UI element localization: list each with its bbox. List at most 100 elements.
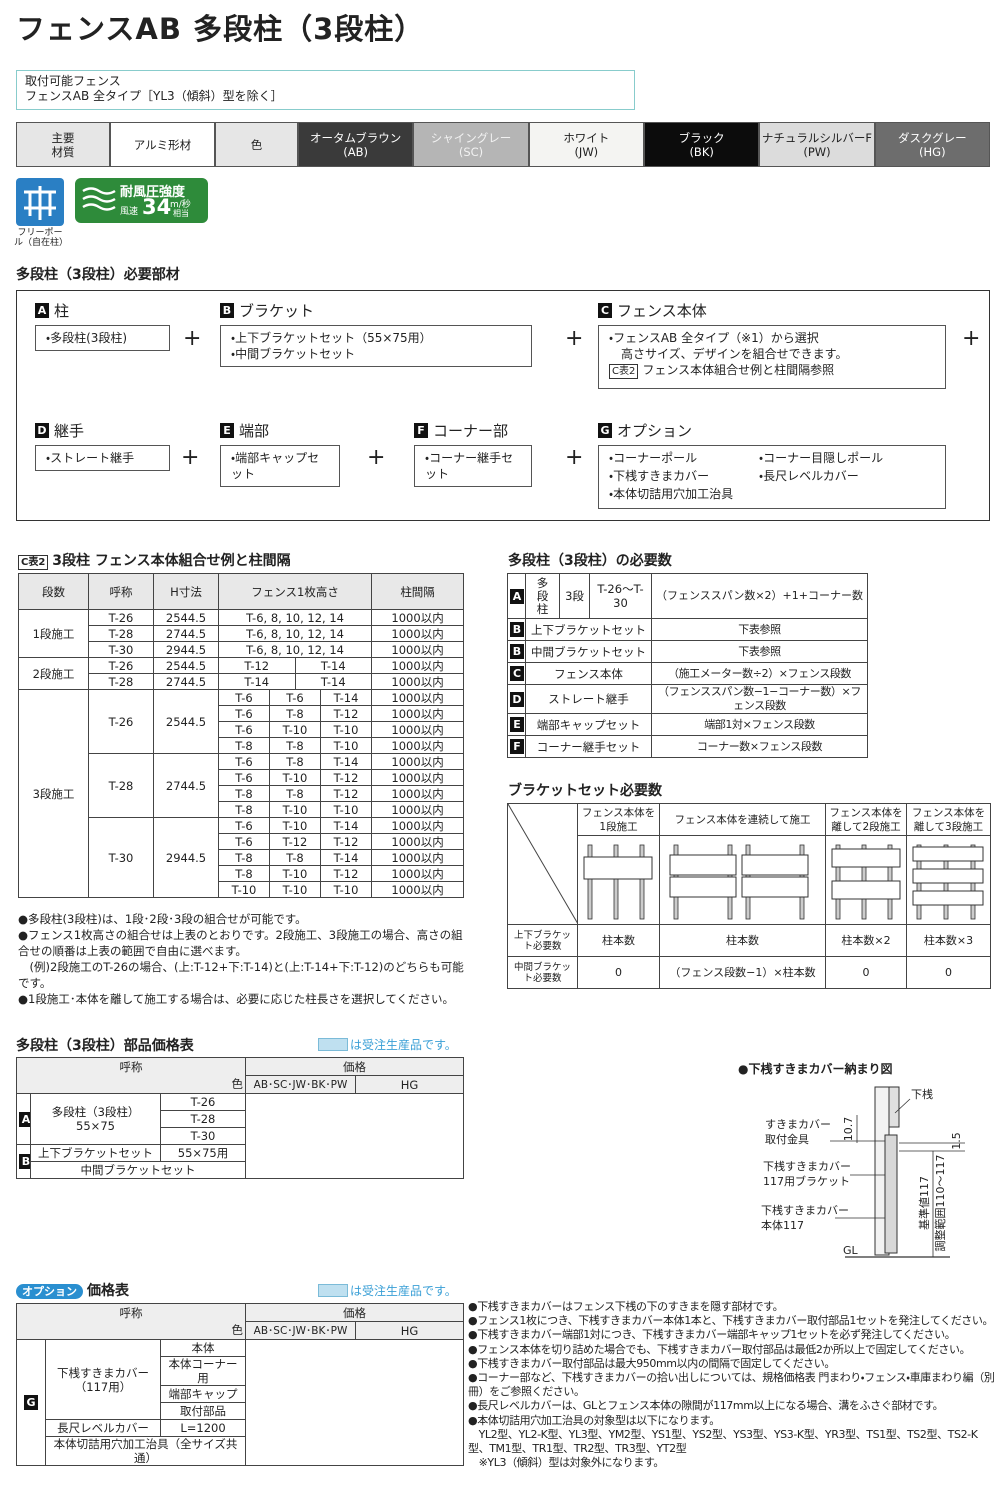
drawing-post [639, 844, 645, 920]
stage-label: 3段施工 [18, 689, 89, 898]
column-header: フェンス本体を連続して施工 [659, 802, 826, 837]
corner-cell [507, 803, 578, 925]
drawing-panel [669, 854, 737, 876]
drawing-cell [659, 835, 826, 925]
quantity: 下表参照 [651, 618, 868, 641]
fence-height: T-6 [218, 721, 270, 738]
drawing-row [508, 835, 991, 925]
post-height: 2544.5 [153, 609, 219, 626]
fence-drawing [831, 844, 901, 920]
part-heading: F コーナー部 [414, 420, 508, 441]
fence-height: T-10 [218, 881, 270, 898]
option-price-table: 呼称 価格色 AB･SC･JW･BK･PW HG G 下桟すきまカバー（117用） 本体 本体… [15, 1303, 465, 1466]
part-name: ブラケット [239, 302, 315, 320]
part-box: ・コーナー継手セット [414, 445, 532, 487]
size: 本体 [159, 1339, 247, 1357]
note: (例)2段施工のT-26の場合、(上:T-12+下:T-14)と(上:T-14+… [18, 960, 464, 990]
table-row: 本体切詰用穴加工治具（全サイズ共通） [17, 1436, 464, 1466]
cell: （フェンス段数−1）×柱本数 [659, 956, 826, 989]
color-name: ナチュラルシルバーF [761, 130, 873, 145]
part-box: ・多段柱(3段柱) [35, 325, 170, 351]
part-name: 中間ブラケットセット [29, 1161, 247, 1179]
table-row: T-10 T-10 T-10 1000以内 [19, 881, 465, 898]
letter-cell: B [507, 618, 526, 641]
table-row: 端部キャップ [17, 1385, 464, 1403]
size: 55×75用 [159, 1144, 247, 1162]
note: YL2型、YL2-K型、YL3型、YM2型、YS1型、YS2型、YS3型、YS3… [468, 1427, 978, 1456]
note-swatch [318, 1284, 348, 1297]
rail-label: 下桟 [911, 1087, 933, 1101]
drawing-cell [577, 835, 660, 925]
color-cell: ホワイト (JW) [528, 122, 644, 167]
fence-drawing [912, 844, 984, 920]
body-label: 本体117 [761, 1218, 804, 1232]
part-name: フェンス本体 [617, 302, 707, 320]
fence-height: T-8 [269, 785, 321, 802]
fence-height: T-12 [269, 833, 321, 850]
table-row: 中間ブラケットセット [17, 1161, 464, 1179]
fence-height: T-10 [269, 817, 321, 834]
part-name: 上下ブラケットセット [30, 1144, 161, 1162]
drawing-panel [831, 880, 901, 900]
section-title: 多段柱（3段柱）部品価格表 [16, 1038, 194, 1054]
wind-line [82, 187, 116, 195]
quantity: （施工メーター数÷2）×フェンス段数 [651, 662, 868, 685]
price-group: AB･SC･JW･BK･PW [245, 1321, 357, 1340]
post-height: 2944.5 [153, 817, 219, 898]
name-header: 呼称 [15, 1057, 247, 1076]
table-row: T-28 2744.5 T-6, 8, 10, 12, 14 1000以内 [19, 625, 465, 642]
table-row: D ストレート継手 （フェンススパン数−1−コーナー数）×フェンス段数 [507, 684, 868, 714]
part-heading: B ブラケット [220, 300, 314, 321]
part-item: ・コーナー目隠しポール [759, 451, 884, 465]
dim-label: 1.5 [950, 1132, 963, 1150]
post-spacing: 1000以内 [371, 785, 465, 802]
fence-height: T-6, 8, 10, 12, 14 [217, 609, 373, 626]
fence-height: T-8 [218, 785, 270, 802]
diagram-title: ●下桟すきまカバー納まり図 [738, 1062, 893, 1076]
fence-height: T-6 [218, 689, 270, 706]
part-name: ストレート継手 [525, 684, 652, 714]
fence-height: T-6 [218, 705, 270, 722]
color-cell: オータムブラウン (AB) [298, 122, 414, 167]
part-item: 高さサイズ、デザインを組合せできます。 [609, 347, 848, 361]
post-spacing: 1000以内 [371, 849, 465, 866]
column-header: フェンス1枚高さ [217, 573, 373, 610]
post-spacing: 1000以内 [371, 833, 465, 850]
price-header: 価格 [245, 1303, 465, 1322]
note: ●下桟すきまカバーはフェンス下桟の下のすきまを隠す部材です。 [468, 1300, 784, 1313]
fence-height: T-14 [294, 657, 373, 674]
quantity-table: A 多段柱 3段 T-26～T-30 （フェンススパン数×2）+1+コーナー数 B 上下ブラ… [507, 573, 868, 758]
post-name: T-30 [88, 641, 154, 658]
post-spacing: 1000以内 [371, 753, 465, 770]
fitting-label: すきまカバー [765, 1118, 831, 1131]
post-spacing: 1000以内 [371, 817, 465, 834]
table-row: C フェンス本体 （施工メーター数÷2）×フェンス段数 [507, 662, 868, 685]
gl-label: GL [843, 1244, 859, 1257]
part-name: 継手 [54, 422, 85, 440]
note-text: は受注生産品です。 [350, 1284, 457, 1298]
part-name: フェンス本体 [525, 662, 652, 685]
post-spacing: 1000以内 [371, 865, 465, 882]
rail [888, 1086, 900, 1128]
fence-height: T-8 [269, 705, 321, 722]
color-name: ダスクグレー [898, 130, 967, 145]
part-box: ・フェンスAB 全タイプ（※1）から選択 高さサイズ、デザインを組合せできます。… [598, 325, 946, 389]
note: ●本体切詰用穴加工治具の対象型は以下になります。 [468, 1413, 720, 1427]
note: ●フェンス本体を切り詰めた場合でも、下桟すきまカバー取付部品は最低2か所以上で固… [468, 1342, 971, 1356]
material-cell: 主要材質 [16, 122, 110, 167]
fence-height: T-6 [218, 833, 270, 850]
cell: （フェンススパン数×2）+1+コーナー数 [651, 573, 868, 619]
table-row: F コーナー継手セット コーナー数×フェンス段数 [507, 735, 868, 758]
bracket-label: 下桟すきまカバー [763, 1159, 851, 1173]
column-header: 呼称 [88, 573, 154, 610]
post-spacing: 1000以内 [371, 657, 465, 674]
post-name: T-26 [88, 657, 154, 674]
part-name: 多段柱（3段柱） 55×75 [30, 1093, 161, 1145]
part-box: ・上下ブラケットセット（55×75用） ・中間ブラケットセット [220, 325, 532, 367]
table-row: 本体コーナー用 [17, 1356, 464, 1386]
plus-sign: + [181, 445, 200, 470]
cell: 柱本数 [659, 924, 826, 957]
note-text: は受注生産品です。 [350, 1038, 457, 1052]
wind-unit: m/秒 [170, 200, 191, 210]
